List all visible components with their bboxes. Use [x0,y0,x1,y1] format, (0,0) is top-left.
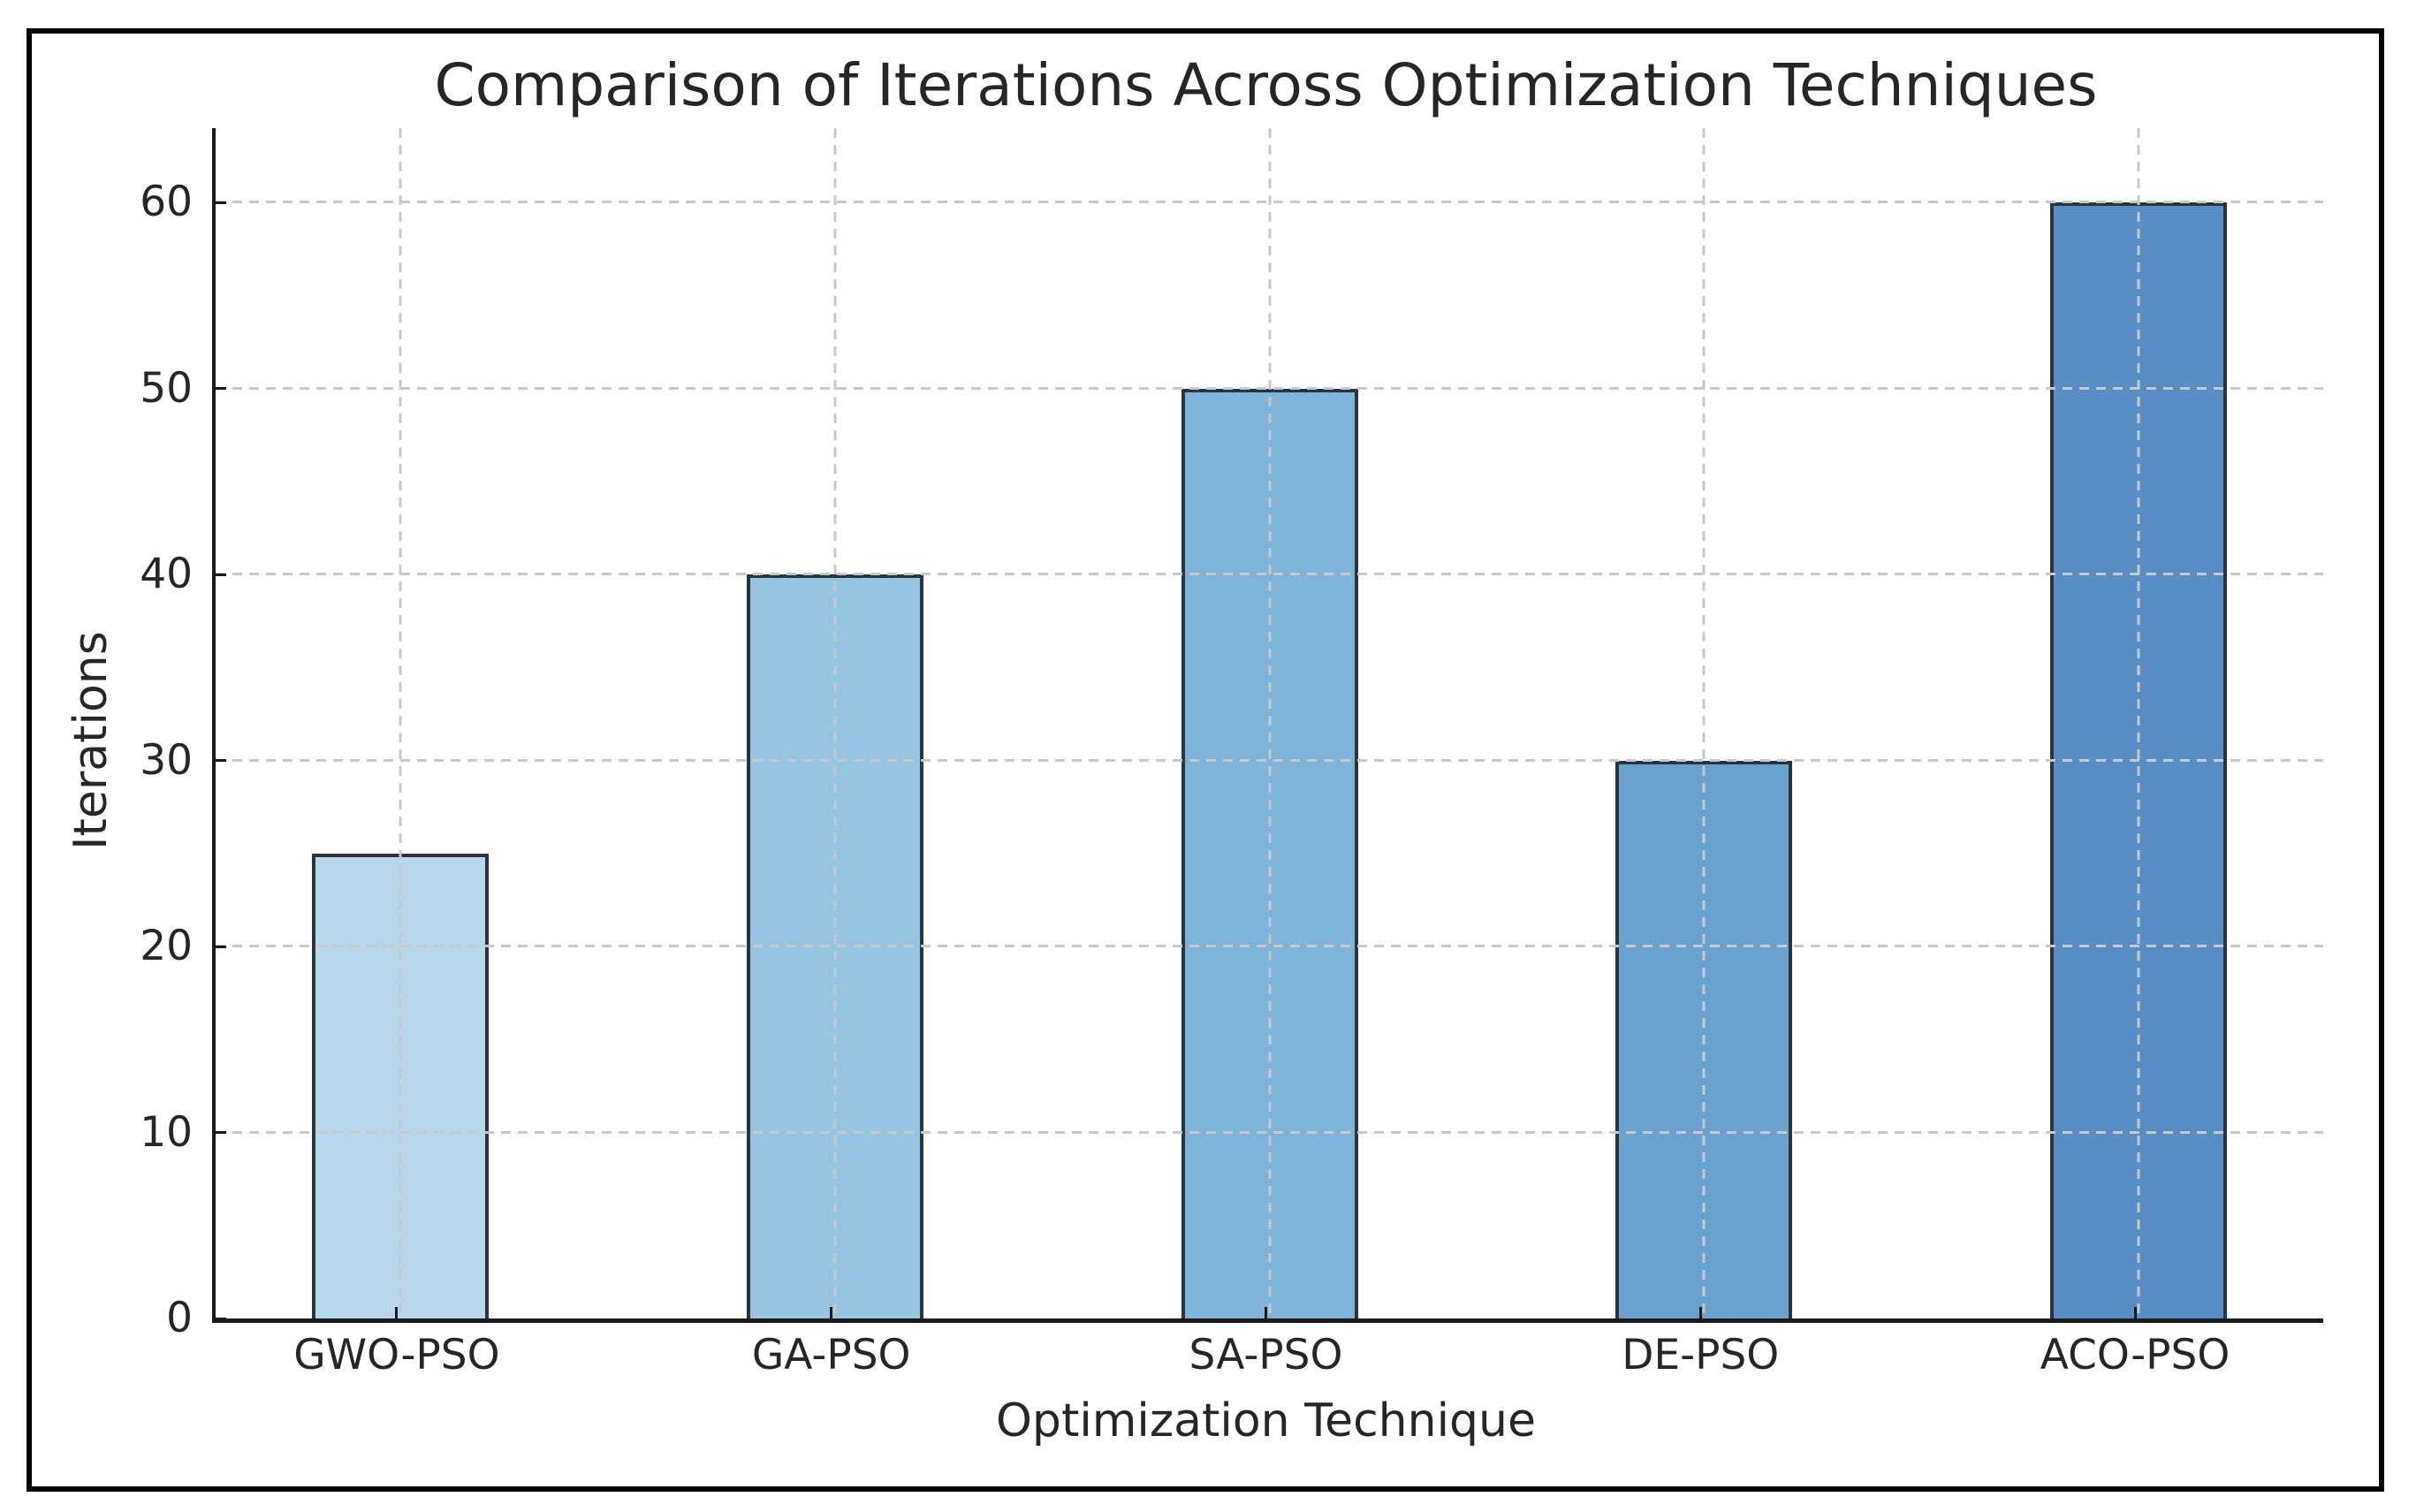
h-gridline [216,201,2323,204]
bar-de-pso [1615,760,1793,1318]
y-tick-mark [212,759,226,763]
chart-title: Comparison of Iterations Across Optimiza… [434,51,2098,119]
x-axis-label: Optimization Technique [996,1394,1536,1447]
y-tick-label: 10 [140,1107,193,1157]
y-tick-mark [212,1317,226,1320]
x-tick-mark [1265,1307,1267,1321]
y-tick-label: 40 [140,550,193,599]
y-tick-label: 0 [166,1294,193,1342]
bar-sa-pso [1181,388,1358,1318]
y-tick-mark [212,387,226,391]
y-tick-label: 50 [140,363,193,413]
y-tick-mark [212,945,226,948]
x-tick-label: SA-PSO [1189,1331,1343,1379]
bar-aco-pso [2050,202,2228,1318]
x-tick-label: GWO-PSO [293,1331,500,1379]
y-tick-mark [212,201,226,204]
x-tick-mark [395,1307,399,1321]
bar-gwo-pso [311,853,489,1318]
bar-ga-pso [746,574,923,1318]
x-tick-label: GA-PSO [751,1331,911,1379]
y-tick-mark [212,1131,226,1135]
x-tick-mark [2133,1307,2137,1321]
x-tick-label: DE-PSO [1622,1331,1780,1379]
y-tick-label: 60 [140,178,193,227]
y-tick-label: 30 [140,735,193,785]
x-tick-label: ACO-PSO [2040,1331,2230,1379]
x-tick-mark [1698,1307,1702,1321]
x-tick-mark [830,1307,833,1321]
y-tick-label: 20 [140,922,193,971]
plot-area [212,128,2323,1323]
y-tick-mark [212,573,226,576]
